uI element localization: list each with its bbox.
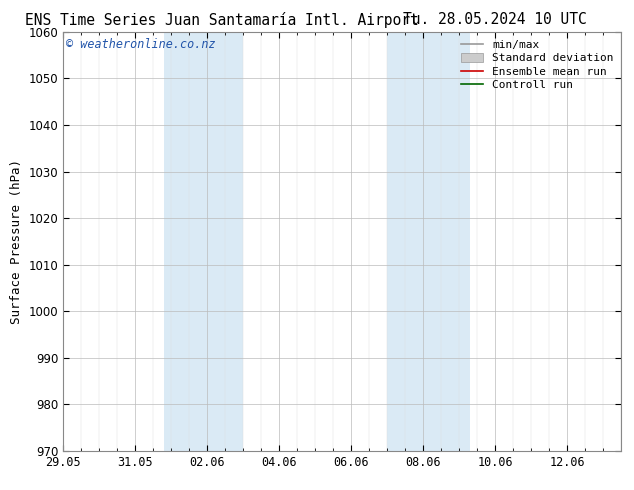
Legend: min/max, Standard deviation, Ensemble mean run, Controll run: min/max, Standard deviation, Ensemble me… [456, 35, 618, 95]
Text: Tu. 28.05.2024 10 UTC: Tu. 28.05.2024 10 UTC [403, 12, 586, 27]
Bar [164, 32, 243, 451]
Y-axis label: Surface Pressure (hPa): Surface Pressure (hPa) [10, 159, 23, 324]
Bar [387, 32, 470, 451]
Text: © weatheronline.co.nz: © weatheronline.co.nz [66, 38, 216, 51]
Text: ENS Time Series Juan Santamaría Intl. Airport: ENS Time Series Juan Santamaría Intl. Ai… [25, 12, 419, 28]
